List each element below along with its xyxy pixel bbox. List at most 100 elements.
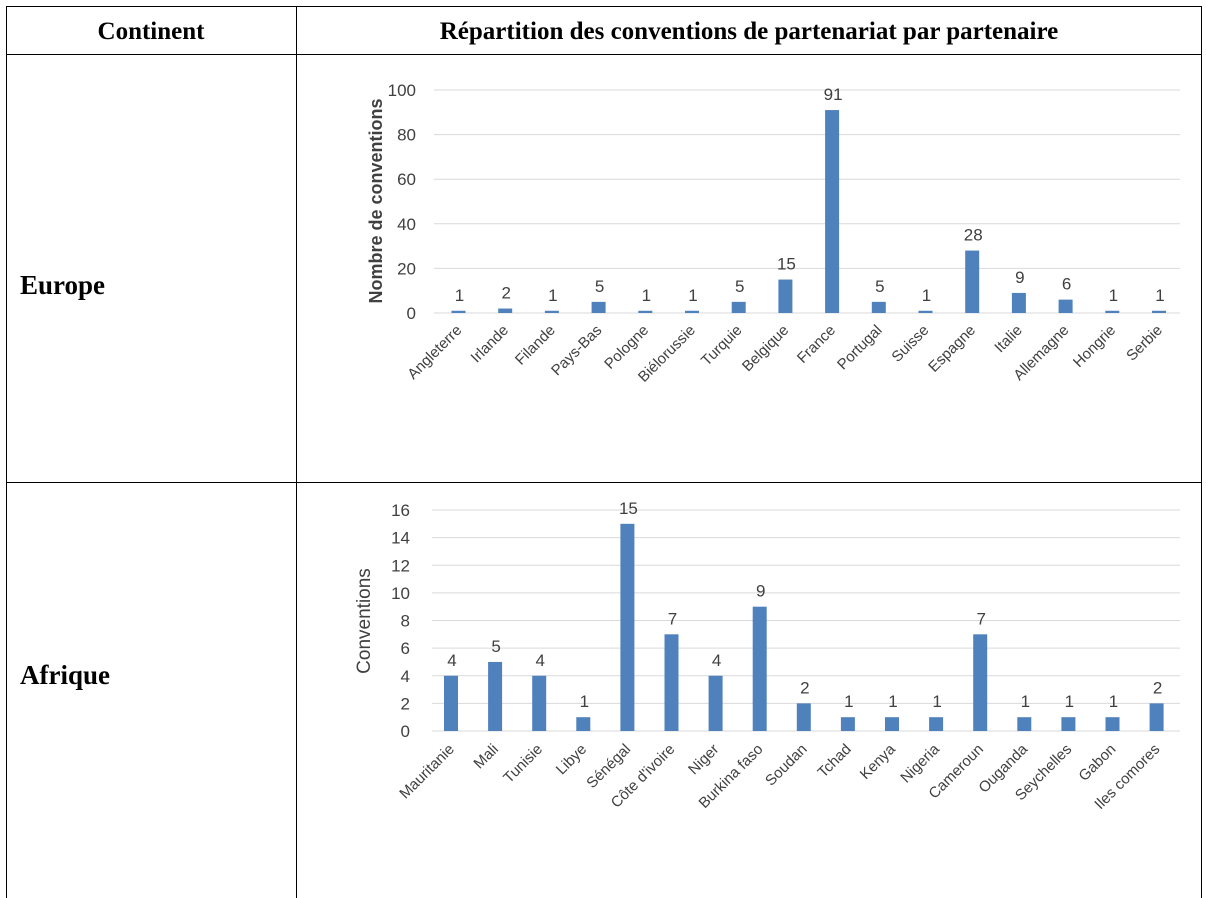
data-label: 5 (735, 277, 744, 296)
y-tick-label: 12 (391, 556, 410, 575)
data-label: 1 (688, 286, 697, 305)
bar (871, 301, 886, 313)
data-label: 6 (1062, 275, 1071, 294)
bar (885, 717, 899, 731)
row-label-afrique: Afrique (20, 660, 110, 690)
bar (1061, 717, 1076, 731)
data-label: 15 (619, 499, 638, 518)
data-label: 1 (1021, 692, 1030, 711)
data-label: 7 (668, 609, 677, 628)
y-tick-label: 0 (401, 722, 410, 741)
y-tick-label: 2 (401, 694, 410, 713)
bar (1105, 717, 1120, 731)
data-label: 2 (1153, 678, 1162, 697)
bar (840, 717, 855, 731)
y-tick-label: 0 (407, 304, 416, 323)
x-tick-label: Soudan (762, 741, 811, 790)
bar (796, 703, 811, 731)
bar (620, 523, 635, 731)
y-tick-label: 14 (391, 529, 410, 548)
data-label: 1 (548, 286, 557, 305)
data-label: 15 (777, 255, 796, 274)
data-label: 1 (888, 692, 897, 711)
bar (1058, 299, 1073, 313)
table-row-divider (6, 482, 1202, 483)
bar (638, 310, 653, 313)
data-label: 2 (800, 678, 809, 697)
data-label: 28 (964, 226, 983, 245)
header-continent: Continent (97, 18, 205, 45)
data-label: 1 (1065, 692, 1074, 711)
y-axis-title: Conventions (354, 568, 375, 674)
header-chart: Répartition des conventions de partenari… (439, 18, 1059, 45)
bar (1105, 310, 1120, 313)
table-column-divider (296, 6, 297, 898)
data-label: 4 (535, 651, 544, 670)
data-label: 5 (595, 277, 604, 296)
y-tick-label: 4 (401, 667, 410, 686)
bar (532, 675, 547, 731)
bar (752, 606, 767, 731)
data-label: 1 (922, 286, 931, 305)
bar (1017, 717, 1032, 731)
data-label: 9 (1015, 268, 1024, 287)
y-axis-title: Nombre de conventions (366, 98, 386, 303)
bar (1149, 703, 1164, 731)
bar (778, 279, 793, 313)
bar (444, 675, 458, 731)
data-label: 1 (642, 286, 651, 305)
y-tick-label: 8 (401, 612, 410, 631)
x-tick-label: Niger (685, 741, 722, 778)
bar (488, 661, 503, 731)
bar (544, 310, 559, 313)
data-label: 1 (1109, 692, 1118, 711)
bar (825, 110, 840, 313)
x-tick-label: Libye (553, 741, 590, 778)
y-tick-label: 20 (397, 259, 416, 278)
bar (1152, 310, 1166, 313)
bar (708, 675, 723, 731)
table-border-top (6, 6, 1202, 7)
data-label: 2 (501, 284, 510, 303)
x-tick-label: Tunisie (500, 741, 546, 787)
bar (576, 717, 591, 731)
data-label: 5 (491, 637, 500, 656)
row-label-europe: Europe (20, 270, 106, 300)
y-tick-label: 80 (397, 126, 416, 145)
x-tick-label: Tchad (814, 741, 854, 781)
x-tick-label: Mauritanie (396, 741, 458, 803)
data-label: 1 (455, 286, 464, 305)
bar (451, 310, 466, 313)
data-label: 1 (1155, 286, 1164, 305)
data-label: 1 (580, 692, 589, 711)
bar (498, 308, 513, 313)
x-tick-label: Mali (470, 741, 501, 772)
table-border-right (1201, 6, 1202, 898)
bar (731, 301, 746, 313)
data-label: 9 (756, 582, 765, 601)
data-label: 4 (447, 651, 456, 670)
data-label: 91 (824, 85, 843, 104)
data-label: 1 (844, 692, 853, 711)
x-tick-label: Kenya (857, 740, 900, 783)
bar (918, 310, 933, 313)
bar (591, 301, 606, 313)
table-border-left (6, 6, 7, 898)
table-header-divider (6, 54, 1202, 55)
y-tick-label: 60 (397, 170, 416, 189)
data-label: 1 (932, 692, 941, 711)
y-tick-label: 40 (397, 215, 416, 234)
bar (664, 634, 679, 731)
data-label: 1 (1109, 286, 1118, 305)
bar (973, 634, 988, 731)
bar (1011, 292, 1026, 313)
bar (685, 310, 699, 313)
data-label: 4 (712, 651, 721, 670)
data-label: 5 (875, 277, 884, 296)
data-label: 7 (976, 609, 985, 628)
y-tick-label: 10 (391, 584, 410, 603)
y-tick-label: 100 (388, 81, 416, 100)
y-tick-label: 16 (391, 501, 410, 520)
